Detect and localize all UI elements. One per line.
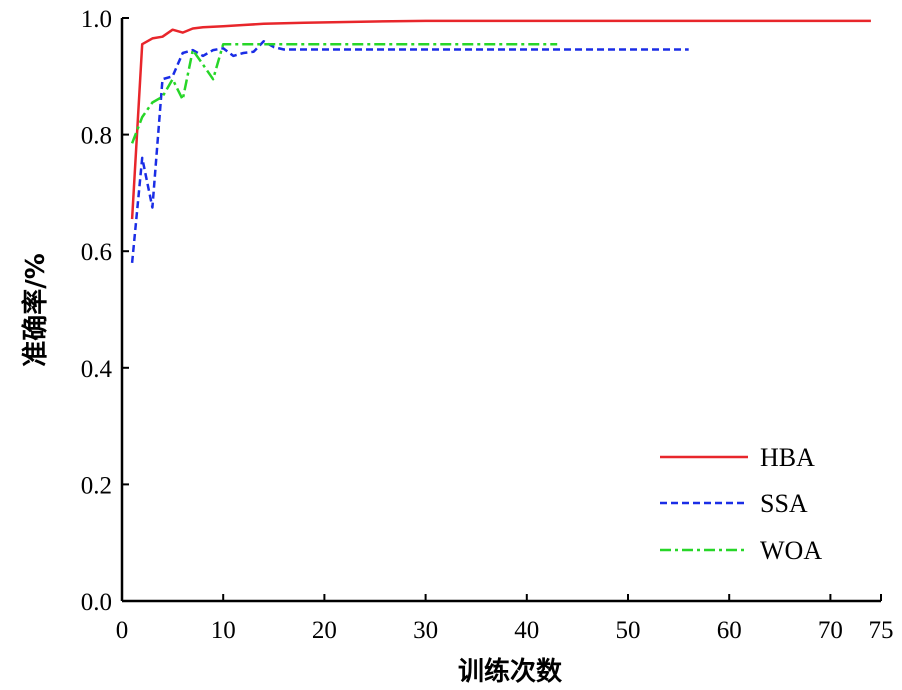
y-axis-title: 准确率/%: [20, 253, 51, 367]
legend-label-ssa: SSA: [760, 489, 808, 518]
y-tick-label: 0.0: [81, 589, 112, 616]
axis-ticks: 0.0 0.2 0.4 0.6 0.8 1.0 0 10 20 30 40 50 60 70 75: [81, 6, 894, 644]
y-tick-label: 1.0: [81, 6, 112, 33]
y-tick-label: 0.6: [81, 239, 112, 266]
series-line-ssa: [130, 40, 689, 264]
legend-label-hba: HBA: [760, 443, 815, 472]
x-tick-label: 60: [717, 617, 742, 644]
y-tick-label: 0.2: [81, 472, 112, 499]
x-tick-label: 40: [514, 617, 539, 644]
x-tick-label: 20: [312, 617, 337, 644]
y-tick-label: 0.4: [81, 356, 113, 383]
x-tick-label: 50: [616, 617, 641, 644]
x-tick-label: 75: [869, 617, 894, 644]
legend-label-woa: WOA: [760, 536, 822, 565]
x-tick-label: 70: [818, 617, 843, 644]
x-tick-label: 0: [116, 617, 129, 644]
series-line-woa: [130, 42, 558, 144]
x-tick-label: 10: [211, 617, 236, 644]
legend: HBA SSA WOA: [660, 443, 822, 565]
x-tick-label: 30: [413, 617, 438, 644]
x-axis-title: 训练次数: [458, 656, 563, 687]
series-line-hba: [130, 19, 871, 220]
y-tick-label: 0.8: [81, 123, 112, 150]
series-lines: [130, 19, 871, 264]
